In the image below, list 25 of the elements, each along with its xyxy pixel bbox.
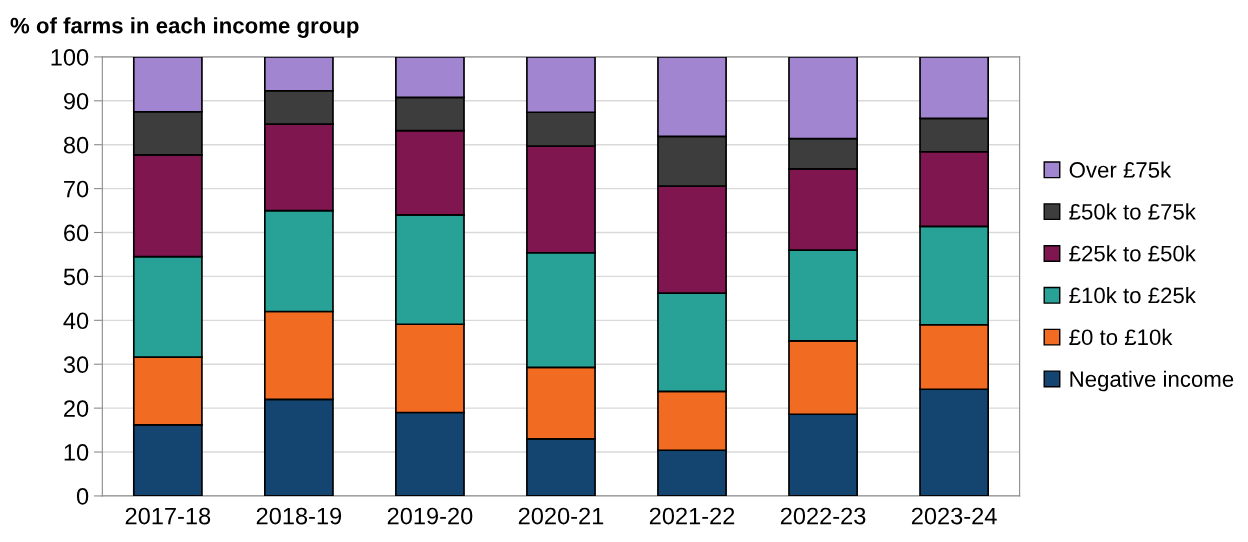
y-tick-label: 50 (63, 268, 89, 286)
x-tick-label: 2022-23 (780, 507, 866, 525)
y-tick-label: 40 (63, 312, 89, 330)
x-tick-label: 2017-18 (125, 507, 211, 525)
x-tick-label: 2023-24 (911, 507, 997, 525)
y-tick-label: 0 (76, 488, 89, 505)
y-tick-label: 80 (63, 136, 89, 154)
legend-label: £25k to £50k (1069, 245, 1196, 262)
y-tick-label: 10 (64, 444, 89, 461)
x-tick-label: 2020-21 (518, 507, 604, 525)
legend-label: £50k to £75k (1069, 203, 1196, 220)
y-tick-label: 20 (64, 400, 89, 417)
x-tick-label: 2018-19 (256, 507, 342, 525)
y-tick-label: 90 (63, 92, 89, 110)
y-tick-label: 30 (63, 356, 89, 374)
y-tick-label: 100 (51, 48, 89, 66)
x-tick-label: 2021-22 (649, 507, 735, 525)
legend-label: £0 to £10k (1069, 328, 1173, 346)
legend-label: Over £75k (1069, 161, 1172, 178)
legend-label: £10k to £25k (1069, 286, 1196, 304)
y-tick-label: 60 (64, 224, 89, 242)
legend-label: Negative income (1070, 370, 1234, 392)
y-tick-label: 70 (64, 180, 89, 198)
y-axis-title: % of farms in each income group (10, 17, 359, 38)
x-tick-label: 2019-20 (387, 507, 473, 525)
